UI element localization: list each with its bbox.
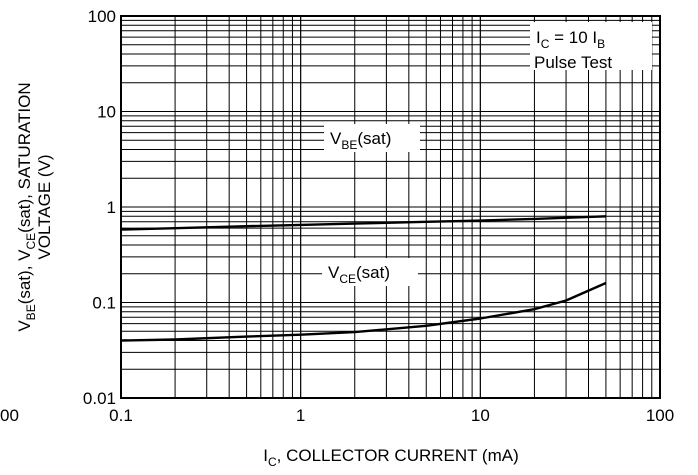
vce-sat-label-part: V — [328, 263, 340, 282]
y-axis-title: VBE(sat), VCE(sat), SATURATION VOLTAGE (V… — [15, 82, 54, 331]
grid-lines — [120, 15, 661, 399]
plot-frame — [120, 15, 661, 399]
legend-box — [530, 22, 652, 70]
vce-label-box — [322, 258, 418, 286]
vbe-sat-label: VBE(sat) — [330, 129, 391, 152]
y-axis-title-line1-part: V — [15, 320, 34, 332]
legend-condition-part: I — [536, 28, 541, 47]
x-axis-title-part: C — [268, 455, 277, 469]
vbe-sat-label-part: BE — [341, 138, 357, 152]
y-axis-title-line1-part: CE — [24, 233, 38, 250]
y-axis-title-line1-part: (sat), SATURATION — [15, 82, 34, 233]
legend-condition-part: C — [541, 37, 550, 51]
y-tick-label: 10 — [97, 103, 116, 122]
y-axis-title-line1: VBE(sat), VCE(sat), SATURATION — [15, 82, 38, 331]
legend-condition-part: = 10 I — [549, 28, 597, 47]
x-tick-label: 100 — [646, 406, 674, 425]
y-tick-label: 1 — [107, 198, 116, 217]
x-axis-title: IC, COLLECTOR CURRENT (mA) — [263, 446, 519, 469]
series-curves — [120, 215, 607, 342]
legend-pulse-test: Pulse Test — [534, 53, 612, 72]
y-tick-label: 0.1 — [92, 294, 116, 313]
x-tick-label: 0.1 — [109, 406, 133, 425]
x-axis-title-part: , COLLECTOR CURRENT (mA) — [277, 446, 519, 465]
legend-condition-part: B — [597, 37, 605, 51]
vbe-sat-label-part: V — [330, 129, 342, 148]
y-axis-title-line2: VOLTAGE (V) — [35, 154, 54, 259]
x-axis-title-part: I — [263, 446, 268, 465]
vce-sat-label-part: (sat) — [356, 263, 390, 282]
x-tick-label: 1 — [296, 406, 305, 425]
y-tick-label: 100 — [88, 7, 116, 26]
y-axis-title-line1-part: (sat), V — [15, 249, 34, 304]
series-line-vbe-sat- — [120, 215, 606, 231]
vbe-sat-label-part: (sat) — [357, 129, 391, 148]
series-line-vce-sat- — [120, 281, 607, 342]
y-tick-label: 0.01 — [83, 389, 116, 408]
vce-sat-label: VCE(sat) — [328, 263, 390, 286]
vce-sat-label-part: CE — [339, 272, 356, 286]
legend-condition: IC = 10 IB — [536, 28, 605, 51]
vbe-label-box — [324, 124, 420, 152]
y-axis-title-line1-part: BE — [24, 304, 38, 320]
stray-tick-label: 00 — [0, 406, 19, 425]
x-tick-label: 10 — [471, 406, 490, 425]
